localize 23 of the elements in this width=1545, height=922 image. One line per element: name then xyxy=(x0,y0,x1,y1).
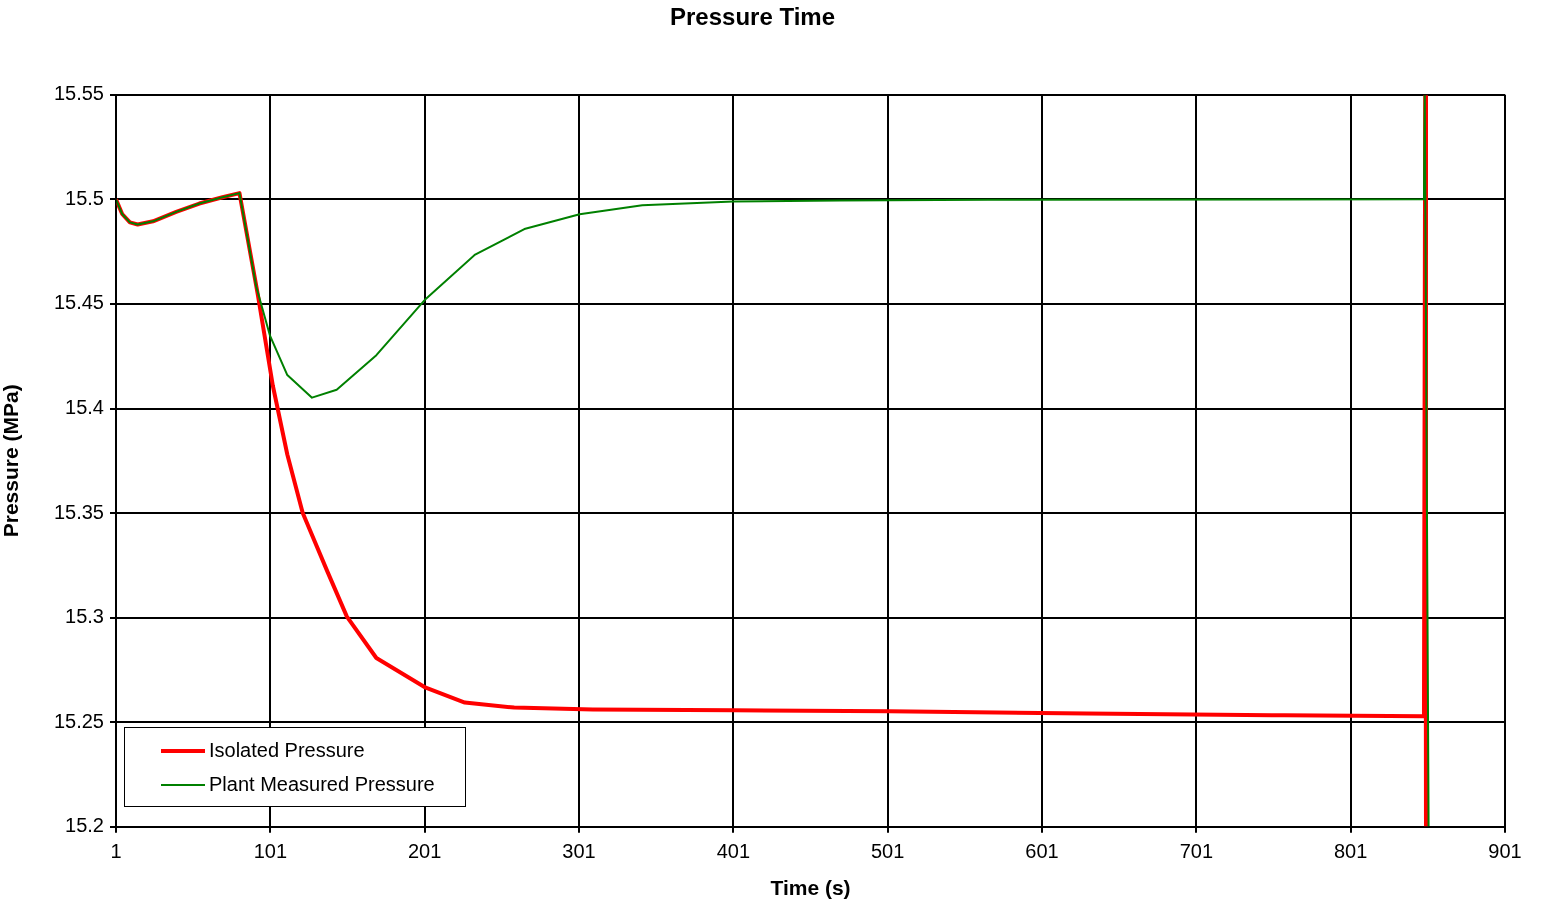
x-axis-title: Time (s) xyxy=(770,876,851,900)
y-tick-label: 15.2 xyxy=(65,814,104,837)
x-tick-label: 1 xyxy=(110,840,122,863)
y-tick-label: 15.4 xyxy=(65,396,104,419)
y-tick-label: 15.35 xyxy=(53,500,104,523)
y-tick-label: 15.25 xyxy=(53,709,104,732)
x-tick-label: 101 xyxy=(253,840,288,863)
legend-label: Isolated Pressure xyxy=(209,739,365,763)
y-tick-label: 15.3 xyxy=(65,605,104,628)
y-tick-label: 15.5 xyxy=(65,186,104,209)
x-tick-label: 901 xyxy=(1488,840,1522,863)
x-tick-label: 301 xyxy=(562,840,596,863)
x-tick-label: 401 xyxy=(716,840,751,863)
legend-label: Plant Measured Pressure xyxy=(209,773,435,797)
chart-title: Pressure Time xyxy=(670,3,835,31)
y-tick-label: 15.55 xyxy=(53,82,104,105)
x-tick-label: 801 xyxy=(1333,840,1368,863)
y-tick-label: 15.45 xyxy=(53,291,104,314)
y-axis-title: Pressure (MPa) xyxy=(0,384,23,538)
x-tick-label: 701 xyxy=(1179,840,1214,863)
x-tick-label: 501 xyxy=(870,840,905,863)
x-tick-label: 601 xyxy=(1025,840,1059,863)
x-tick-label: 201 xyxy=(407,840,442,863)
